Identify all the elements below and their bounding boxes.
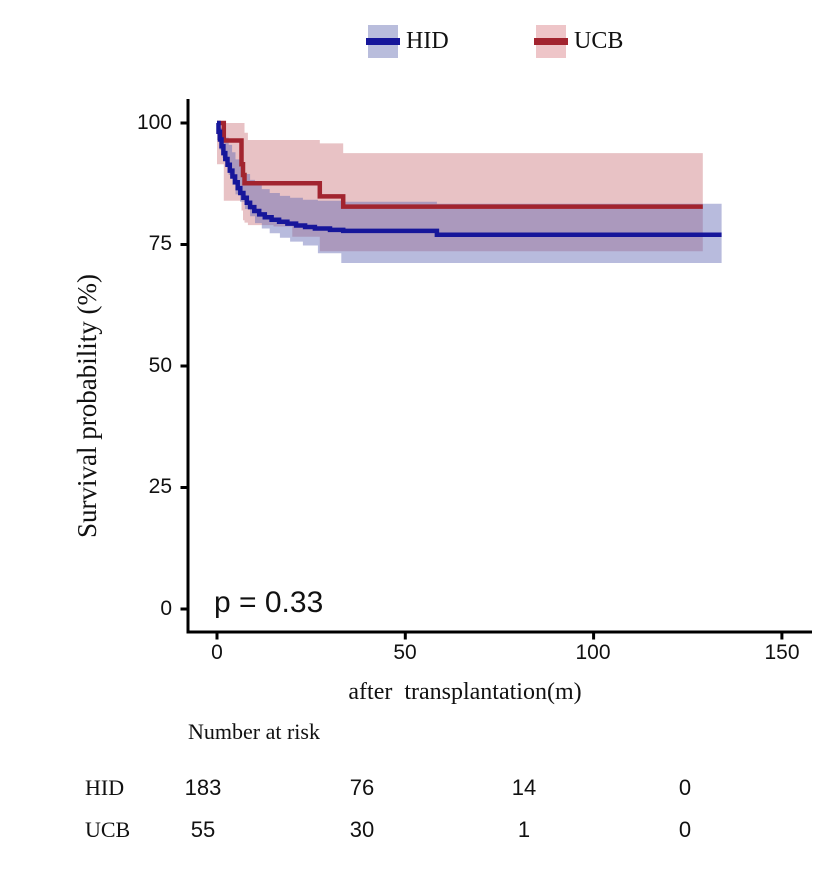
risk-cell-hid-50: 76 xyxy=(349,775,375,800)
legend-entry-hid: HID xyxy=(366,25,449,58)
risk-table-header: Number at risk xyxy=(188,719,320,744)
risk-cell-hid-0: 183 xyxy=(184,775,222,800)
y-tick-75: 75 xyxy=(148,232,172,255)
risk-cell-hid-100: 14 xyxy=(511,775,537,800)
ucb-ci-swatch-icon xyxy=(534,25,568,58)
risk-cell-hid-150: 0 xyxy=(678,775,692,800)
ucb-survival-curve xyxy=(217,120,703,209)
risk-row-label-ucb: UCB xyxy=(85,817,131,842)
risk-row-label-hid: HID xyxy=(85,775,125,800)
risk-cell-ucb-50: 30 xyxy=(349,817,375,842)
x-tick-150: 150 xyxy=(764,641,800,664)
x-axis-title: after transplantation(m) xyxy=(348,679,582,705)
risk-cell-ucb-0: 55 xyxy=(190,817,216,842)
ucb-line-icon xyxy=(534,38,568,45)
x-tick-50: 50 xyxy=(393,641,417,664)
legend-label-ucb: UCB xyxy=(574,28,624,54)
hid-ci-swatch-icon xyxy=(366,25,400,58)
x-tick-0: 0 xyxy=(211,641,223,664)
hid-survival-curve xyxy=(216,120,722,238)
ucb-ci-band xyxy=(217,123,703,252)
hid-line-icon xyxy=(366,38,400,45)
x-tick-100: 100 xyxy=(575,641,611,664)
risk-cell-ucb-150: 0 xyxy=(678,817,692,842)
y-tick-25: 25 xyxy=(148,475,172,498)
legend-label-hid: HID xyxy=(406,28,449,54)
y-tick-50: 50 xyxy=(148,354,172,377)
y-axis-title: Survival probability (%) xyxy=(72,274,102,538)
p-value-annotation: p = 0.33 xyxy=(214,586,324,619)
y-tick-0: 0 xyxy=(160,597,172,620)
risk-cell-ucb-100: 1 xyxy=(517,817,531,842)
y-tick-100: 100 xyxy=(136,111,172,134)
legend-entry-ucb: UCB xyxy=(534,25,624,58)
